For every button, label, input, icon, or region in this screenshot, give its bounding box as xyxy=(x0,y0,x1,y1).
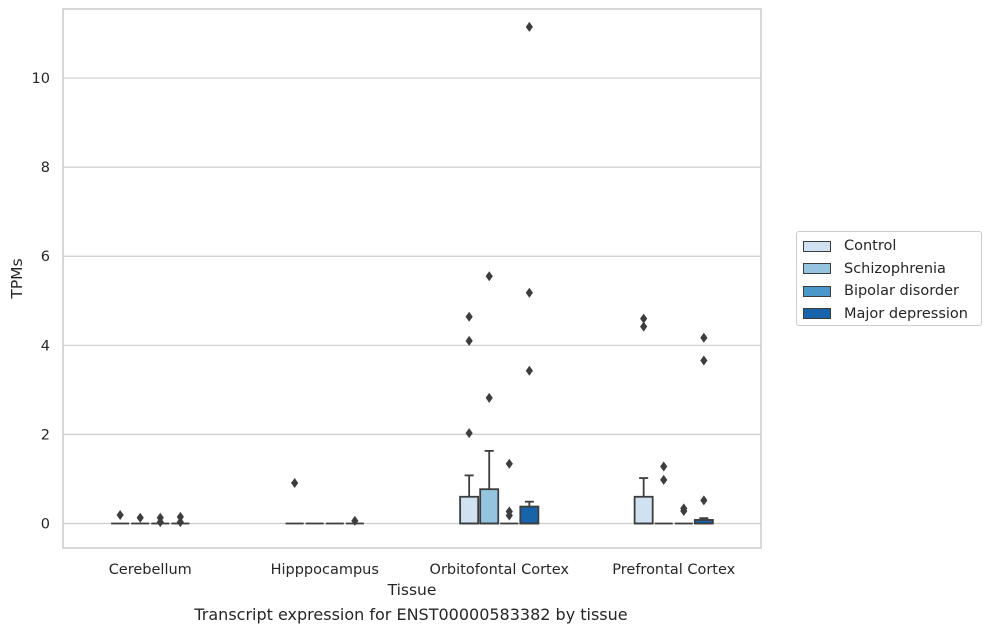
legend-label: Control xyxy=(844,238,897,254)
outlier-point xyxy=(176,511,184,522)
box-group xyxy=(111,510,130,525)
legend-swatch xyxy=(803,263,831,274)
box-group xyxy=(285,477,304,525)
x-axis-label: Tissue xyxy=(387,581,437,599)
outlier-point xyxy=(525,21,533,32)
legend-label: Major depression xyxy=(844,305,968,322)
box-group xyxy=(171,511,190,528)
box xyxy=(633,495,654,525)
box-group xyxy=(459,311,480,525)
box-group xyxy=(131,512,150,525)
y-tick-label: 10 xyxy=(32,71,50,87)
box-group xyxy=(519,21,540,525)
box-group xyxy=(479,271,500,525)
legend: Control Schizophrenia Bipolar disorder Majo… xyxy=(796,231,982,326)
y-tick-label: 0 xyxy=(41,517,50,533)
outlier-point xyxy=(660,461,668,472)
outlier-point xyxy=(485,392,493,403)
box-group xyxy=(345,515,364,526)
outlier-point xyxy=(525,287,533,298)
outlier-point xyxy=(465,311,473,322)
legend-swatch xyxy=(803,308,831,319)
outlier-point xyxy=(465,428,473,439)
outlier-point xyxy=(136,512,144,523)
outlier-point xyxy=(700,495,708,506)
figure-caption: Transcript expression for ENST0000058338… xyxy=(194,605,628,624)
legend-label: Bipolar disorder xyxy=(844,283,959,299)
legend-item: Schizophrenia xyxy=(803,260,946,278)
y-axis-label: TPMs xyxy=(8,258,26,299)
box xyxy=(519,505,540,525)
outlier-point xyxy=(156,512,164,523)
outlier-point xyxy=(465,335,473,346)
box-group xyxy=(500,458,519,525)
outlier-point xyxy=(505,458,513,469)
box-group xyxy=(693,332,714,525)
x-tick-label: Prefrontal Cortex xyxy=(612,562,735,578)
x-tick-label: Hipppocampus xyxy=(271,562,379,578)
box-group xyxy=(654,461,673,525)
outlier-point xyxy=(660,474,668,485)
plot-frame xyxy=(62,8,762,549)
box xyxy=(479,488,500,525)
legend-swatch xyxy=(803,285,831,297)
outlier-point xyxy=(700,332,708,343)
outlier-point xyxy=(351,515,359,526)
outlier-point xyxy=(291,477,299,488)
x-tick-label: Orbitofontal Cortex xyxy=(430,562,570,578)
outlier-point xyxy=(525,365,533,376)
legend-item: Bipolar disorder xyxy=(803,282,959,300)
box-group xyxy=(151,512,170,528)
legend-label: Schizophrenia xyxy=(844,260,946,277)
box-group xyxy=(633,313,654,525)
legend-item: Major depression xyxy=(803,305,968,323)
y-tick-label: 4 xyxy=(41,338,50,354)
outlier-point xyxy=(505,506,513,517)
outlier-point xyxy=(116,510,124,521)
outlier-point xyxy=(680,503,688,514)
outlier-point xyxy=(640,321,648,332)
y-tick-label: 2 xyxy=(41,427,50,443)
legend-swatch xyxy=(803,240,831,252)
outlier-point xyxy=(176,517,184,528)
box xyxy=(459,495,480,525)
outlier-point xyxy=(700,355,708,366)
y-tick-label: 6 xyxy=(41,249,50,265)
x-tick-label: Cerebellum xyxy=(109,562,192,578)
box-group xyxy=(674,503,693,525)
legend-item: Control xyxy=(803,237,896,255)
outlier-point xyxy=(640,313,648,324)
outlier-point xyxy=(485,271,493,282)
y-tick-label: 8 xyxy=(41,160,50,176)
plot-area xyxy=(63,9,761,548)
